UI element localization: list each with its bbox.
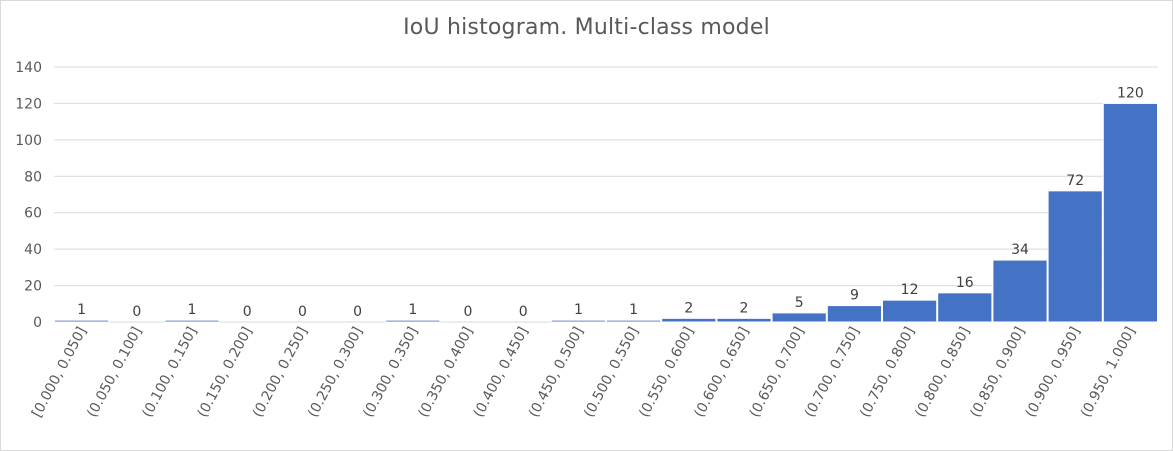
bar-value-label: 0 <box>353 304 362 320</box>
bar-value-label: 1 <box>629 302 638 318</box>
category-label: (0.350, 0.400] <box>415 324 476 420</box>
y-tick-label: 80 <box>24 169 42 185</box>
category-label: (0.500, 0.550] <box>581 324 642 420</box>
y-tick-label: 40 <box>24 242 42 258</box>
bar-value-label: 1 <box>77 302 86 318</box>
bar-value-label: 2 <box>740 300 749 316</box>
bar-value-label: 12 <box>901 282 919 298</box>
category-label: (0.100, 0.150] <box>139 324 200 420</box>
histogram-bar <box>606 319 662 323</box>
histogram-bar <box>550 319 606 323</box>
y-tick-label: 60 <box>24 206 42 222</box>
bar-value-label: 120 <box>1117 85 1144 101</box>
histogram-bar <box>164 319 220 323</box>
bar-value-label: 9 <box>850 288 859 304</box>
histogram-bar <box>882 299 938 323</box>
histogram-bar <box>54 319 110 323</box>
category-label: (0.750, 0.800] <box>857 324 918 420</box>
histogram-bar <box>826 305 882 323</box>
y-tick-label: 0 <box>33 315 42 331</box>
y-tick-label: 120 <box>15 96 42 112</box>
category-label: (0.850, 0.900] <box>967 324 1028 420</box>
bar-value-label: 1 <box>408 302 417 318</box>
histogram-bar <box>661 317 717 323</box>
histogram-bar <box>771 312 827 323</box>
category-label: (0.300, 0.350] <box>360 324 421 420</box>
y-tick-label: 100 <box>15 133 42 149</box>
histogram-bar <box>1102 102 1159 323</box>
bar-value-label: 1 <box>574 302 583 318</box>
y-tick-label: 20 <box>24 279 42 295</box>
bar-value-label: 0 <box>298 304 307 320</box>
category-label: (0.250, 0.300] <box>305 324 366 420</box>
category-label: (0.150, 0.200] <box>195 324 256 420</box>
histogram-bar <box>992 259 1048 323</box>
category-label: (0.650, 0.700] <box>747 324 808 420</box>
bar-value-label: 0 <box>132 304 141 320</box>
y-tick-label: 140 <box>15 60 42 76</box>
category-label: (0.600, 0.650] <box>691 324 752 420</box>
bar-value-label: 1 <box>188 302 197 318</box>
bar-value-label: 16 <box>956 275 974 291</box>
bar-value-label: 34 <box>1011 242 1029 258</box>
category-label: (0.950, 1.000] <box>1078 324 1139 420</box>
bar-value-label: 0 <box>243 304 252 320</box>
category-label: (0.050, 0.100] <box>84 324 145 420</box>
bar-value-label: 0 <box>464 304 473 320</box>
category-label: (0.700, 0.750] <box>802 324 863 420</box>
histogram-bar <box>716 317 772 323</box>
category-label: [0.000, 0.050] <box>29 324 90 420</box>
bar-value-label: 2 <box>684 300 693 316</box>
chart-title: IoU histogram. Multi-class model <box>403 15 770 40</box>
category-label: (0.800, 0.850] <box>912 324 973 420</box>
category-label: (0.200, 0.250] <box>250 324 311 420</box>
category-label: (0.400, 0.450] <box>471 324 532 420</box>
histogram-bar <box>937 292 993 323</box>
category-label: (0.450, 0.500] <box>526 324 587 420</box>
histogram-bar <box>1047 190 1103 323</box>
category-label: (0.550, 0.600] <box>636 324 697 420</box>
category-label: (0.900, 0.950] <box>1023 324 1084 420</box>
bar-value-label: 5 <box>795 295 804 311</box>
bar-value-label: 0 <box>519 304 528 320</box>
bar-value-label: 72 <box>1066 173 1084 189</box>
histogram-bar <box>385 319 441 323</box>
